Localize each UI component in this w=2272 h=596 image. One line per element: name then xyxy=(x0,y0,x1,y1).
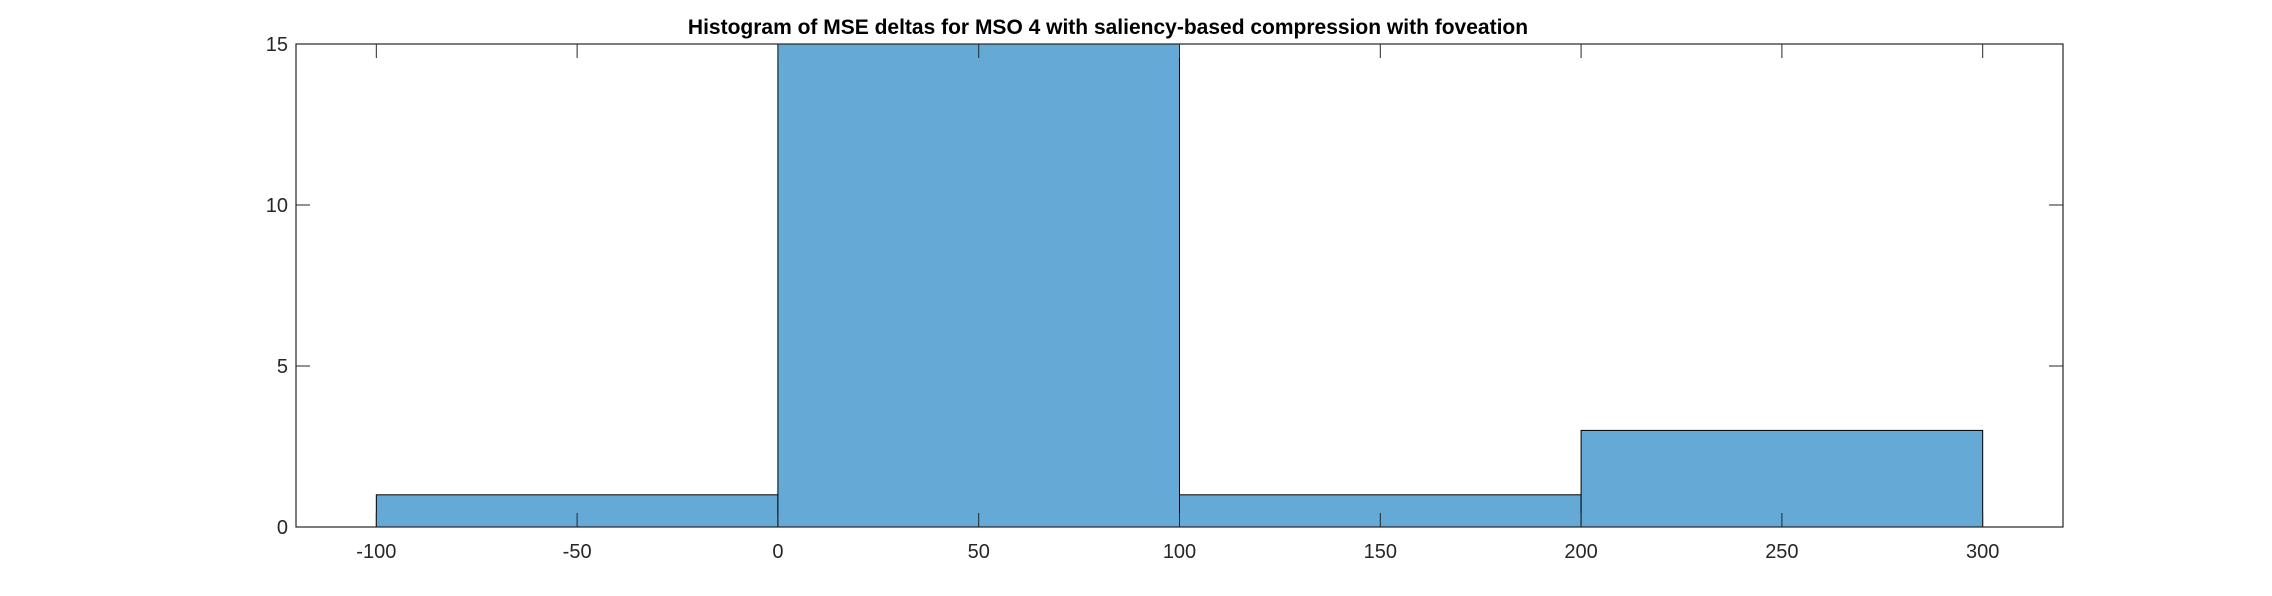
x-tick-label: 50 xyxy=(968,541,990,563)
histogram-bar xyxy=(1580,429,1984,528)
y-tick-label: 10 xyxy=(266,195,288,217)
x-tick-label: 200 xyxy=(1564,541,1597,563)
x-tick-label: 300 xyxy=(1966,541,1999,563)
histogram-bar xyxy=(777,43,1181,528)
x-tick-label: 0 xyxy=(772,541,783,563)
x-tick-label: 100 xyxy=(1163,541,1196,563)
x-tick-label: -50 xyxy=(563,541,592,563)
x-tick-label: -100 xyxy=(356,541,396,563)
chart-title: Histogram of MSE deltas for MSO 4 with s… xyxy=(688,16,1528,39)
y-tick-label: 0 xyxy=(277,517,288,539)
bars-group xyxy=(375,43,1984,528)
ticks-group: -100 -50 0 50 100 150 200 250 300 0 5 10 15 xyxy=(266,34,2063,563)
y-tick-label: 15 xyxy=(266,34,288,56)
x-tick-label: 250 xyxy=(1765,541,1798,563)
y-tick-label: 5 xyxy=(277,356,288,378)
x-tick-label: 150 xyxy=(1364,541,1397,563)
